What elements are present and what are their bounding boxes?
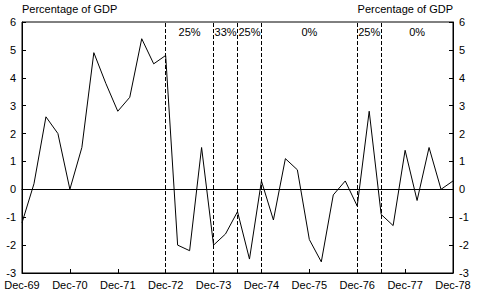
svg-text:-3: -3 bbox=[459, 267, 469, 279]
svg-text:3: 3 bbox=[10, 100, 16, 112]
svg-text:Percentage of GDP: Percentage of GDP bbox=[22, 3, 117, 15]
svg-text:25%: 25% bbox=[358, 26, 380, 38]
svg-text:0: 0 bbox=[10, 183, 16, 195]
svg-text:Dec-69: Dec-69 bbox=[4, 279, 39, 291]
svg-text:0%: 0% bbox=[409, 26, 425, 38]
svg-text:6: 6 bbox=[459, 16, 465, 28]
svg-text:2: 2 bbox=[459, 128, 465, 140]
svg-text:-3: -3 bbox=[6, 267, 16, 279]
svg-text:-1: -1 bbox=[6, 211, 16, 223]
svg-text:Dec-73: Dec-73 bbox=[196, 279, 231, 291]
svg-text:-2: -2 bbox=[6, 239, 16, 251]
svg-text:33%: 33% bbox=[215, 26, 237, 38]
svg-text:5: 5 bbox=[459, 44, 465, 56]
svg-text:-1: -1 bbox=[459, 211, 469, 223]
svg-text:25%: 25% bbox=[179, 26, 201, 38]
svg-text:5: 5 bbox=[10, 44, 16, 56]
svg-text:4: 4 bbox=[459, 72, 465, 84]
svg-text:-2: -2 bbox=[459, 239, 469, 251]
svg-text:2: 2 bbox=[10, 128, 16, 140]
svg-text:Dec-72: Dec-72 bbox=[148, 279, 183, 291]
svg-text:3: 3 bbox=[459, 100, 465, 112]
svg-text:1: 1 bbox=[459, 155, 465, 167]
svg-text:Dec-70: Dec-70 bbox=[52, 279, 87, 291]
svg-text:Dec-71: Dec-71 bbox=[100, 279, 135, 291]
svg-text:Percentage of GDP: Percentage of GDP bbox=[358, 3, 453, 15]
svg-text:1: 1 bbox=[10, 155, 16, 167]
svg-text:0: 0 bbox=[459, 183, 465, 195]
svg-text:Dec-76: Dec-76 bbox=[339, 279, 374, 291]
svg-text:25%: 25% bbox=[238, 26, 260, 38]
svg-text:6: 6 bbox=[10, 16, 16, 28]
svg-text:0%: 0% bbox=[301, 26, 317, 38]
svg-text:4: 4 bbox=[10, 72, 16, 84]
svg-text:Dec-77: Dec-77 bbox=[387, 279, 422, 291]
svg-text:Dec-78: Dec-78 bbox=[435, 279, 470, 291]
svg-text:Dec-75: Dec-75 bbox=[292, 279, 327, 291]
svg-text:Dec-74: Dec-74 bbox=[244, 279, 279, 291]
